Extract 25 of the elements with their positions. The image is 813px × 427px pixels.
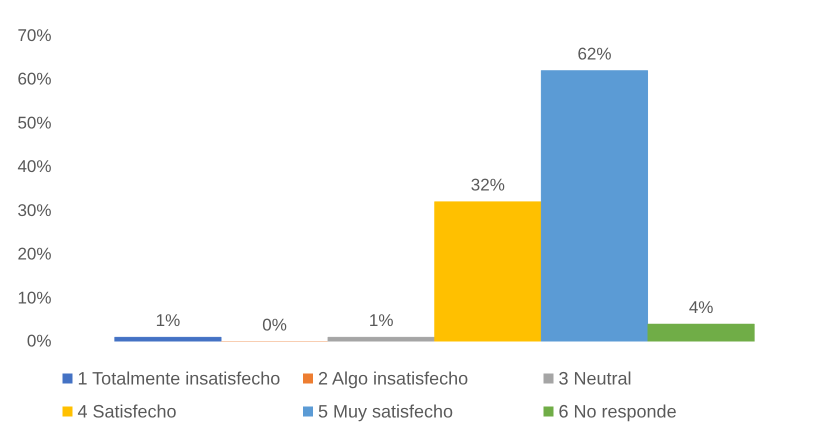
bar: [540, 70, 648, 342]
bar: [434, 201, 542, 342]
y-tick-label: 60%: [17, 70, 52, 89]
data-label: 32%: [470, 176, 505, 195]
y-tick-label: 0%: [26, 332, 52, 350]
data-label: 62%: [577, 44, 612, 64]
bar: [648, 324, 755, 342]
y-tick-label: 30%: [17, 200, 52, 220]
y-tick-label: 70%: [17, 26, 52, 45]
data-label: 0%: [262, 316, 287, 334]
legend-label: 1 Totalmente insatisfecho: [78, 368, 280, 388]
y-tick-label: 50%: [17, 113, 52, 132]
legend-label: 4 Satisfecho: [78, 402, 177, 422]
legend-label: 6 No responde: [558, 402, 677, 422]
data-label: 1%: [368, 311, 394, 330]
legend-label: 5 Muy satisfecho: [318, 402, 454, 422]
y-tick-label: 40%: [17, 157, 52, 176]
bar: [114, 336, 222, 342]
legend-label: 2 Algo insatisfecho: [318, 368, 468, 388]
data-label: 4%: [688, 298, 714, 318]
y-tick-label: 10%: [17, 288, 52, 308]
bar: [328, 336, 435, 342]
y-tick-label: 20%: [17, 244, 52, 264]
legend-label: 3 Neutral: [558, 368, 632, 388]
data-label: 1%: [156, 311, 180, 330]
